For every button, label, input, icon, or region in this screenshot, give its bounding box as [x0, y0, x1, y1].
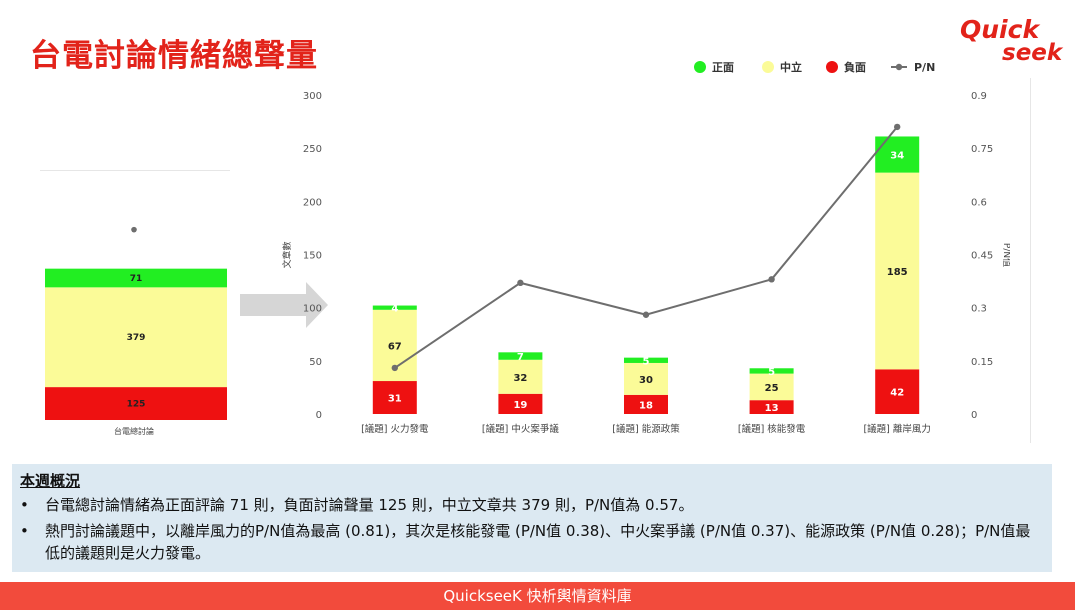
x-tick-label: [議題] 火力發電 [361, 423, 429, 435]
data-label: 19 [513, 400, 527, 411]
legend-label: 中立 [780, 60, 802, 74]
legend-marker-icon [895, 63, 903, 71]
x-tick-label: 台電總討論 [114, 426, 154, 436]
y-tick-label: 200 [303, 197, 322, 208]
data-label: 5 [768, 367, 775, 378]
data-label: 71 [130, 274, 143, 284]
y-tick-label: 300 [303, 91, 322, 102]
y-tick-label: 100 [303, 304, 322, 315]
bar-segment [498, 352, 543, 360]
y-tick-label: 0 [316, 410, 322, 421]
y2-axis-title: P/N值 [1001, 243, 1010, 267]
bar-segment [624, 357, 668, 363]
topic-chart: 0 50 100 150 200 250 300 0 0.15 0.3 0.45 0.6 0.75 0.9… [281, 60, 1010, 435]
bar-segment [498, 393, 543, 414]
data-label: 31 [388, 394, 402, 405]
summary-bullet-text: 台電總討論情緒為正面評論 71 則，負面討論聲量 125 則，中立文章共 379… [45, 496, 694, 514]
bar-segment [372, 305, 417, 310]
overall-chart: 125 379 71 台電總討論 [45, 226, 227, 436]
pn-point [768, 276, 775, 283]
bar-segment [875, 136, 920, 173]
logo-line2: seek [1002, 40, 1064, 64]
y-tick-label: 150 [303, 251, 322, 262]
bar-segment [498, 359, 543, 394]
pn-point [391, 364, 398, 372]
data-label: 30 [639, 375, 653, 386]
legend-label: 負面 [844, 60, 866, 74]
arrow-right-icon [240, 282, 328, 328]
x-tick-label: [議題] 中火案爭議 [482, 423, 559, 435]
x-tick-label: [議題] 離岸風力 [863, 423, 930, 435]
bar-segment [45, 387, 227, 420]
data-label: 32 [513, 373, 527, 384]
data-label: 4 [391, 304, 398, 315]
y2-tick-label: 0.6 [971, 197, 987, 208]
page-title: 台電討論情緒總聲量 [30, 38, 318, 74]
bar-segment [749, 373, 794, 401]
legend-label: P/N [914, 61, 935, 74]
bar-segment [45, 287, 227, 388]
y2-tick-label: 0.45 [971, 251, 993, 262]
pn-point [894, 123, 901, 131]
bar-segment [749, 368, 794, 374]
data-label: 125 [127, 400, 146, 410]
data-label: 25 [765, 383, 779, 394]
bar-segment [624, 362, 668, 395]
y2-tick-label: 0.15 [971, 357, 993, 368]
data-label: 13 [765, 403, 779, 414]
bar-segment [45, 268, 227, 288]
data-label: 379 [127, 333, 146, 343]
summary-bullet-text: 熱門討論議題中，以離岸風力的P/N值為最高 (0.81)，其次是核能發電 (P/… [45, 522, 1031, 562]
y2-tick-label: 0.75 [971, 144, 993, 155]
data-label: 185 [887, 267, 908, 278]
pn-point [642, 311, 650, 318]
y-axis-title: 文章數 [281, 241, 293, 268]
footer-bar: QuickseeK 快析輿情資料庫 [0, 582, 1075, 610]
bar-segment [875, 369, 920, 414]
bar-segment [624, 394, 668, 414]
right-axis-panel [965, 78, 1031, 443]
data-label: 7 [517, 352, 524, 363]
x-tick-label: [議題] 能源政策 [612, 423, 680, 435]
left-chart-panel [40, 170, 230, 441]
data-label: 67 [388, 341, 402, 352]
bar-segment [372, 381, 417, 414]
legend-marker-icon [826, 61, 838, 73]
y2-tick-label: 0.3 [971, 304, 987, 315]
logo-line1: Quick [960, 15, 1040, 44]
data-label: 5 [643, 356, 650, 367]
bar-segment [875, 172, 920, 370]
pn-point [131, 226, 137, 233]
legend-marker-icon [694, 61, 706, 73]
legend-label: 正面 [712, 61, 734, 74]
y-tick-label: 250 [303, 144, 322, 155]
pn-line [394, 126, 898, 369]
pn-point [517, 279, 524, 287]
x-tick-label: [議題] 核能發電 [738, 423, 806, 435]
summary-heading: 本週概況 [20, 472, 81, 490]
legend-marker-icon [762, 61, 774, 73]
data-label: 34 [890, 151, 904, 162]
data-label: 18 [639, 400, 653, 411]
bar-segment [749, 400, 794, 414]
quickseek-logo: Quick seek [960, 15, 1064, 64]
y2-tick-label: 0.9 [971, 91, 987, 102]
y2-tick-label: 0 [971, 410, 977, 421]
summary-box: 本週概況 • 台電總討論情緒為正面評論 71 則，負面討論聲量 125 則，中立… [12, 464, 1052, 572]
y-tick-label: 50 [309, 357, 322, 368]
data-label: 42 [890, 388, 904, 399]
